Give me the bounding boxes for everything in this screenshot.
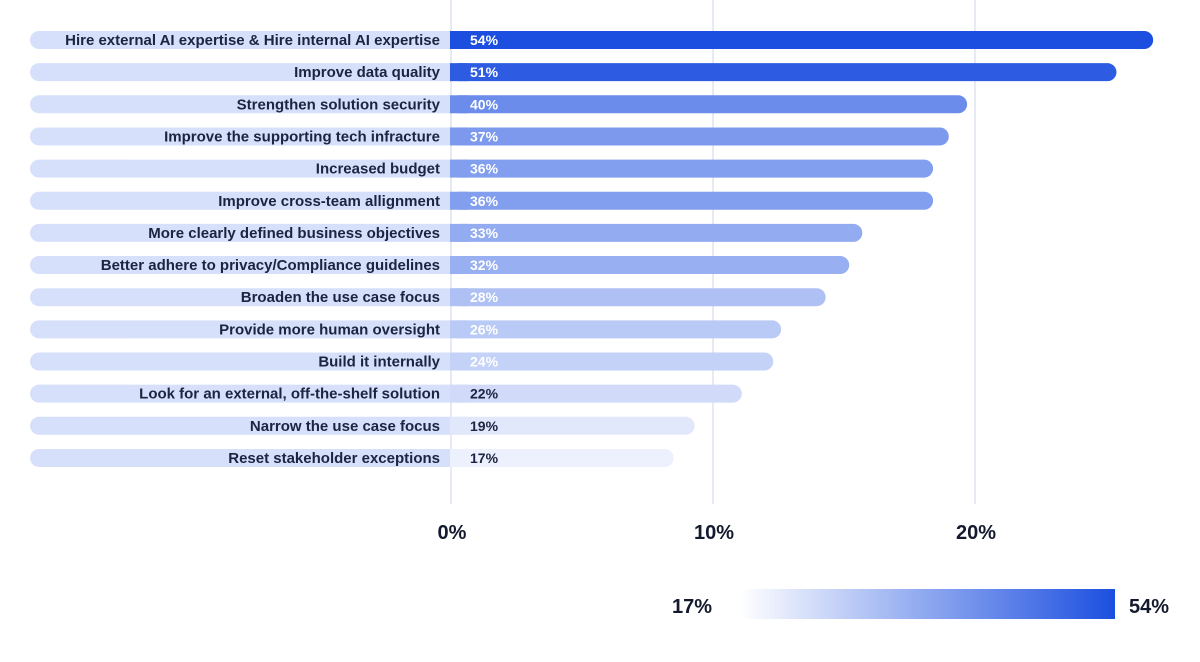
- bar-row: Strengthen solution security 40%: [30, 95, 968, 114]
- value-label: 22%: [470, 386, 499, 402]
- category-label: Increased budget: [316, 161, 440, 178]
- value-label: 51%: [470, 64, 499, 80]
- x-tick-label: 10%: [694, 522, 734, 544]
- bar-row: Improve data quality 51%: [30, 63, 1117, 82]
- bar-left-edge: [450, 127, 468, 146]
- label-track: [30, 352, 461, 371]
- legend-gradient-bar: [740, 589, 1115, 619]
- bar-row: Provide more human oversight 26%: [30, 320, 782, 339]
- label-track: [30, 63, 461, 82]
- bar-left-edge: [450, 320, 468, 339]
- category-label: Better adhere to privacy/Compliance guid…: [101, 257, 440, 274]
- category-label: Improve the supporting tech infracture: [164, 128, 440, 145]
- label-track: [30, 320, 461, 339]
- bar: [450, 95, 968, 114]
- value-label: 17%: [470, 450, 499, 466]
- color-legend: 17% 54%: [672, 589, 1169, 619]
- category-label: Hire external AI expertise & Hire intern…: [65, 32, 440, 49]
- value-label: 37%: [470, 128, 499, 144]
- category-label: Provide more human oversight: [219, 321, 440, 338]
- value-label: 32%: [470, 257, 499, 273]
- category-label: Broaden the use case focus: [241, 289, 440, 306]
- bar-left-edge: [450, 384, 468, 403]
- label-track: [30, 159, 461, 178]
- category-label: Build it internally: [318, 354, 440, 371]
- bar-left-edge: [450, 191, 468, 210]
- bar: [450, 416, 695, 435]
- value-label: 36%: [470, 161, 499, 177]
- x-axis: 0% 10% 20%: [438, 522, 997, 544]
- category-label: More clearly defined business objectives: [148, 225, 440, 242]
- category-label: Improve cross-team allignment: [218, 193, 440, 210]
- bars: Hire external AI expertise & Hire intern…: [30, 31, 1154, 467]
- category-label: Strengthen solution security: [237, 96, 441, 113]
- legend-min-label: 17%: [672, 596, 712, 618]
- bar-row: Narrow the use case focus 19%: [30, 416, 695, 435]
- bar-left-edge: [450, 159, 468, 178]
- bar-row: Broaden the use case focus 28%: [30, 288, 826, 307]
- bar-row: More clearly defined business objectives…: [30, 223, 863, 242]
- x-tick-label: 20%: [956, 522, 996, 544]
- bar: [450, 191, 934, 210]
- category-label: Look for an external, off-the-shelf solu…: [139, 386, 440, 403]
- label-track: [30, 256, 461, 275]
- label-track: [30, 223, 461, 242]
- bar: [450, 288, 826, 307]
- bar-row: Reset stakeholder exceptions 17%: [30, 448, 674, 467]
- bar: [450, 127, 949, 146]
- bar-left-edge: [450, 288, 468, 307]
- value-label: 28%: [470, 289, 499, 305]
- bar-left-edge: [450, 95, 468, 114]
- category-label: Reset stakeholder exceptions: [228, 450, 440, 467]
- bar-left-edge: [450, 256, 468, 275]
- bar: [450, 256, 850, 275]
- bar-left-edge: [450, 223, 468, 242]
- value-label: 33%: [470, 225, 499, 241]
- category-label: Narrow the use case focus: [250, 418, 440, 435]
- bar-row: Increased budget 36%: [30, 159, 934, 178]
- bar: [450, 159, 934, 178]
- bar: [450, 352, 774, 371]
- bar-row: Hire external AI expertise & Hire intern…: [30, 31, 1154, 49]
- value-label: 26%: [470, 321, 499, 337]
- x-tick-label: 0%: [438, 522, 467, 544]
- label-track: [30, 191, 461, 210]
- bar-left-edge: [450, 352, 468, 371]
- bar-left-edge: [450, 448, 468, 467]
- bar-left-edge: [450, 416, 468, 435]
- bar: [450, 31, 1154, 49]
- label-track: [30, 127, 461, 146]
- value-label: 24%: [470, 354, 499, 370]
- value-label: 36%: [470, 193, 499, 209]
- label-track: [30, 288, 461, 307]
- value-label: 40%: [470, 96, 499, 112]
- bar: [450, 384, 742, 403]
- label-track: [30, 384, 461, 403]
- bar-left-edge: [450, 31, 468, 49]
- bar-row: Improve the supporting tech infracture 37…: [30, 127, 949, 146]
- value-label: 54%: [470, 32, 499, 48]
- bar-row: Improve cross-team allignment 36%: [30, 191, 934, 210]
- bar-row: Better adhere to privacy/Compliance guid…: [30, 256, 850, 275]
- bar-left-edge: [450, 63, 468, 82]
- category-label: Improve data quality: [294, 64, 441, 81]
- label-track: [30, 31, 461, 49]
- bar-row: Build it internally 24%: [30, 352, 774, 371]
- bar: [450, 223, 863, 242]
- bar: [450, 63, 1117, 82]
- legend-max-label: 54%: [1129, 596, 1169, 618]
- bar-row: Look for an external, off-the-shelf solu…: [30, 384, 742, 403]
- bar: [450, 320, 782, 339]
- label-track: [30, 95, 461, 114]
- label-track: [30, 416, 461, 435]
- bar: [450, 448, 674, 467]
- label-track: [30, 448, 461, 467]
- value-label: 19%: [470, 418, 499, 434]
